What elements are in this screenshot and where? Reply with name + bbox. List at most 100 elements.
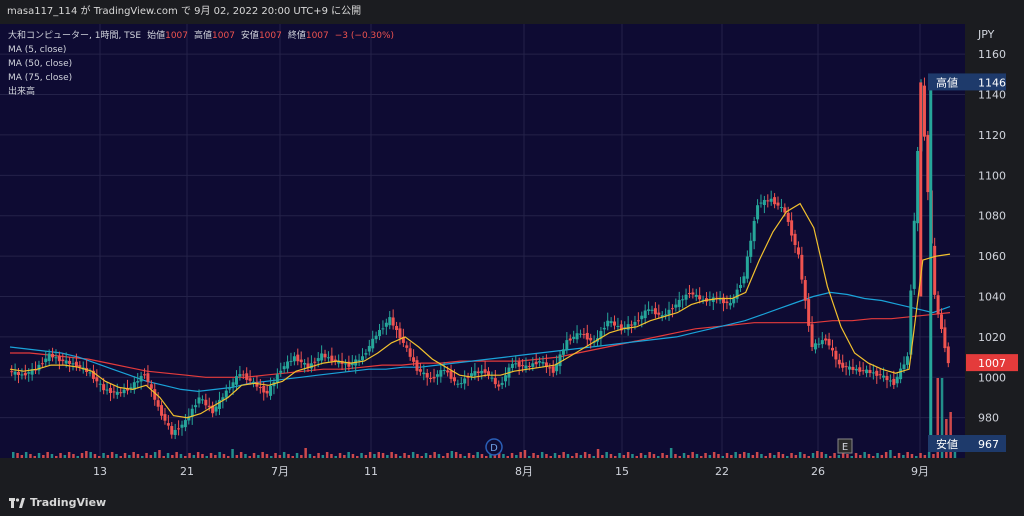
candle-body: [558, 354, 562, 367]
candle-body: [803, 280, 807, 301]
legend-open-label: 始値: [147, 29, 165, 41]
candle-body: [323, 353, 327, 358]
time-axis[interactable]: 13 21 7月 11 8月 15 22 26 9月: [93, 465, 929, 478]
volume-bar: [854, 453, 858, 458]
volume-bar: [652, 454, 656, 458]
candle-body: [337, 360, 341, 364]
volume-bar: [841, 452, 845, 458]
candle-body: [279, 370, 283, 373]
candle-body: [292, 356, 296, 362]
last-price-badge: [966, 354, 1018, 372]
volume-bar: [751, 455, 755, 458]
candle-body: [129, 387, 133, 389]
candle-body: [183, 420, 187, 428]
candle-body: [653, 308, 657, 315]
volume-bar: [781, 454, 785, 458]
volume-bar: [764, 456, 767, 458]
candle-body: [435, 374, 439, 377]
time-tick-label: 7月: [271, 465, 289, 478]
candle-body: [401, 336, 405, 343]
candle-body: [807, 299, 811, 326]
candle-body: [347, 361, 351, 367]
time-tick-label: 9月: [911, 465, 929, 478]
chart-canvas[interactable]: 1160 1140 1120 1100 1080 1060 1040 1020 1000 980 J…: [0, 24, 1024, 490]
volume-bar: [579, 455, 583, 458]
candle-body: [769, 198, 773, 202]
volume-bar: [700, 456, 703, 458]
candle-body: [299, 359, 303, 363]
volume-bar: [704, 453, 707, 458]
volume-bar: [222, 454, 226, 458]
candle-body: [916, 150, 920, 224]
candle-body: [899, 368, 903, 380]
volume-bar: [510, 453, 514, 458]
candle-body: [640, 315, 644, 320]
candle-body: [555, 363, 559, 372]
candle-body: [698, 295, 702, 300]
volume-bar: [282, 452, 286, 458]
volume-bar: [308, 454, 312, 458]
volume-bar: [549, 456, 552, 458]
volume-bar: [80, 453, 84, 458]
candle-body: [684, 294, 688, 300]
candle-body: [23, 372, 27, 376]
candle-body: [422, 372, 426, 375]
candle-body: [425, 373, 429, 378]
volume-bar: [626, 452, 630, 458]
volume-bar: [196, 452, 200, 458]
candle-body: [871, 372, 875, 374]
candle-body: [636, 320, 640, 322]
volume-bar: [605, 452, 608, 458]
volume-bar: [678, 456, 681, 458]
candle-body: [633, 321, 637, 326]
candle-body: [456, 383, 460, 385]
plot-background: [0, 24, 965, 458]
volume-bar: [829, 456, 832, 458]
candle-body: [524, 365, 528, 369]
volume-bar: [381, 453, 385, 458]
price-chart[interactable]: 1160 1140 1120 1100 1080 1060 1040 1020 1000 980 J…: [0, 24, 1024, 490]
candle-body: [245, 373, 249, 380]
candle-body: [187, 416, 191, 421]
candle-body: [252, 381, 256, 384]
volume-bar: [674, 454, 677, 458]
candle-body: [701, 299, 705, 301]
candle-body: [258, 387, 262, 389]
volume-bar: [265, 454, 269, 458]
candle-body: [858, 367, 862, 372]
volume-bar: [876, 453, 879, 458]
candle-body: [619, 324, 623, 331]
price-axis[interactable]: 1160 1140 1120 1100 1080 1060 1040 1020 1000 980 J…: [977, 28, 1006, 425]
candle-body: [204, 399, 208, 406]
candle-body: [361, 356, 364, 361]
volume-bar: [72, 454, 75, 458]
volume-bar: [489, 453, 492, 458]
volume-bar: [411, 452, 415, 458]
tradingview-logo[interactable]: TradingView: [9, 496, 106, 509]
dividend-marker[interactable]: [485, 438, 503, 456]
candle-body: [395, 325, 399, 331]
legend-close-label: 終値: [288, 29, 306, 41]
candle-body: [694, 294, 698, 297]
candle-body: [374, 335, 378, 340]
volume-bar: [837, 455, 841, 458]
volume-bar: [893, 456, 896, 458]
candle-body: [303, 363, 307, 365]
low-value-label: 967: [978, 438, 999, 451]
earnings-marker[interactable]: [837, 438, 853, 454]
candle-body: [378, 330, 382, 337]
legend-high-label: 高値: [194, 29, 212, 41]
candle-body: [909, 290, 913, 355]
volume-bar: [274, 453, 277, 458]
candle-body: [309, 363, 313, 369]
volume-bar: [420, 456, 423, 458]
price-tick-label: 1120: [978, 129, 1006, 142]
candle-body: [752, 220, 756, 242]
volume-bar: [880, 455, 884, 458]
legend-symbol-line: 大和コンピューター, 1時間, TSE 始値1007 高値1007 安値1007 終値1…: [8, 29, 394, 41]
earnings-marker-label: E: [842, 442, 848, 453]
volume-bar: [24, 452, 28, 458]
candle-body: [827, 338, 831, 346]
candle-body: [357, 359, 361, 361]
